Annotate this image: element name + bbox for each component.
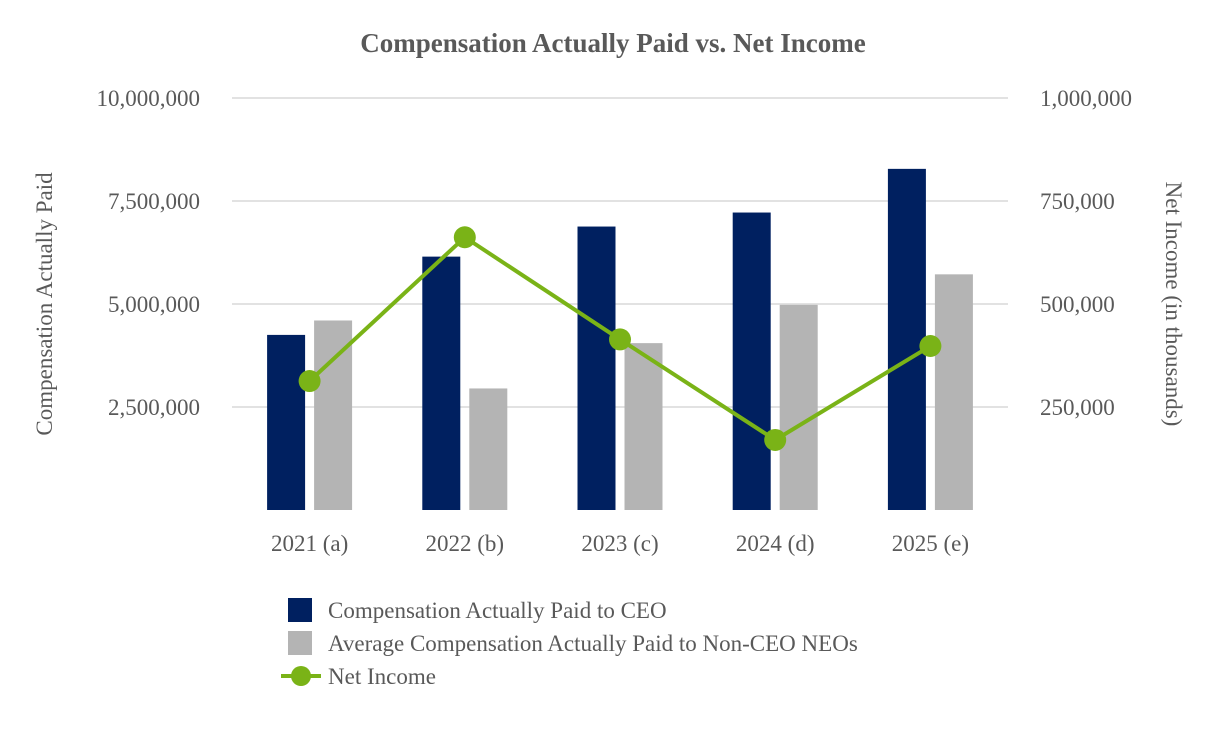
right-axis-ticks: 250,000 500,000 750,000 1,000,000 [1040, 86, 1132, 420]
gridlines [232, 97, 1008, 408]
net-income-line [298, 226, 942, 451]
bar-non-ceo [624, 343, 663, 510]
left-tick-label: 7,500,000 [108, 189, 200, 214]
x-tick-label: 2023 (c) [581, 531, 658, 556]
legend-marker [291, 666, 311, 686]
bar-non-ceo [314, 320, 353, 510]
y-axis-label: Compensation Actually Paid [32, 172, 57, 436]
right-tick-label: 250,000 [1040, 395, 1115, 420]
bar-ceo [577, 226, 616, 510]
x-tick-label: 2022 (b) [426, 531, 505, 556]
right-tick-label: 1,000,000 [1040, 86, 1132, 111]
bar-non-ceo [469, 388, 508, 510]
left-axis-ticks: 2,500,000 5,000,000 7,500,000 10,000,000 [97, 86, 201, 420]
chart-title: Compensation Actually Paid vs. Net Incom… [360, 28, 866, 58]
legend-label: Compensation Actually Paid to CEO [328, 598, 667, 623]
legend: Compensation Actually Paid to CEO Average… [281, 598, 858, 689]
legend-swatch [288, 598, 312, 622]
net-income-point [453, 226, 476, 249]
left-tick-label: 10,000,000 [97, 86, 201, 111]
bar-ceo [267, 334, 306, 510]
x-tick-label: 2025 (e) [892, 531, 969, 556]
x-tick-label: 2024 (d) [736, 531, 815, 556]
x-axis-labels: 2021 (a) 2022 (b) 2023 (c) 2024 (d) 2025 (e) [271, 531, 969, 556]
right-tick-label: 500,000 [1040, 292, 1115, 317]
bar-ceo [887, 168, 926, 510]
net-income-point [298, 370, 321, 393]
x-tick-label: 2021 (a) [271, 531, 348, 556]
legend-label: Average Compensation Actually Paid to No… [328, 631, 858, 656]
y2-axis-label: Net Income (in thousands) [1161, 182, 1186, 427]
net-income-point [609, 328, 631, 351]
bar-non-ceo [779, 304, 818, 510]
net-income-point [919, 335, 942, 358]
left-tick-label: 2,500,000 [108, 395, 200, 420]
legend-swatch [288, 631, 312, 655]
bars [267, 168, 973, 510]
bar-ceo [422, 256, 461, 510]
right-tick-label: 750,000 [1040, 189, 1115, 214]
net-income-point [764, 428, 787, 451]
legend-label: Net Income [328, 664, 436, 689]
bar-non-ceo [934, 274, 973, 510]
bar-ceo [732, 212, 771, 510]
left-tick-label: 5,000,000 [108, 292, 200, 317]
